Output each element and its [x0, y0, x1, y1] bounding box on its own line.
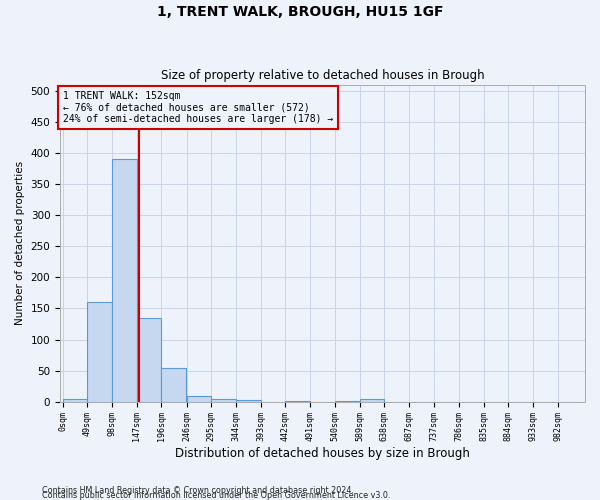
Bar	[112, 159, 137, 402]
Bar	[187, 396, 211, 402]
X-axis label: Distribution of detached houses by size in Brough: Distribution of detached houses by size …	[175, 447, 470, 460]
Bar	[286, 401, 310, 402]
Text: Contains HM Land Registry data © Crown copyright and database right 2024.: Contains HM Land Registry data © Crown c…	[42, 486, 354, 495]
Bar	[62, 398, 87, 402]
Bar	[359, 398, 384, 402]
Text: 1 TRENT WALK: 152sqm
← 76% of detached houses are smaller (572)
24% of semi-deta: 1 TRENT WALK: 152sqm ← 76% of detached h…	[63, 91, 334, 124]
Title: Size of property relative to detached houses in Brough: Size of property relative to detached ho…	[161, 69, 484, 82]
Bar	[236, 400, 261, 402]
Text: Contains public sector information licensed under the Open Government Licence v3: Contains public sector information licen…	[42, 491, 391, 500]
Y-axis label: Number of detached properties: Number of detached properties	[15, 161, 25, 325]
Bar	[137, 318, 161, 402]
Bar	[161, 368, 186, 402]
Bar	[211, 398, 236, 402]
Bar	[87, 302, 112, 402]
Text: 1, TRENT WALK, BROUGH, HU15 1GF: 1, TRENT WALK, BROUGH, HU15 1GF	[157, 5, 443, 19]
Bar	[335, 401, 359, 402]
